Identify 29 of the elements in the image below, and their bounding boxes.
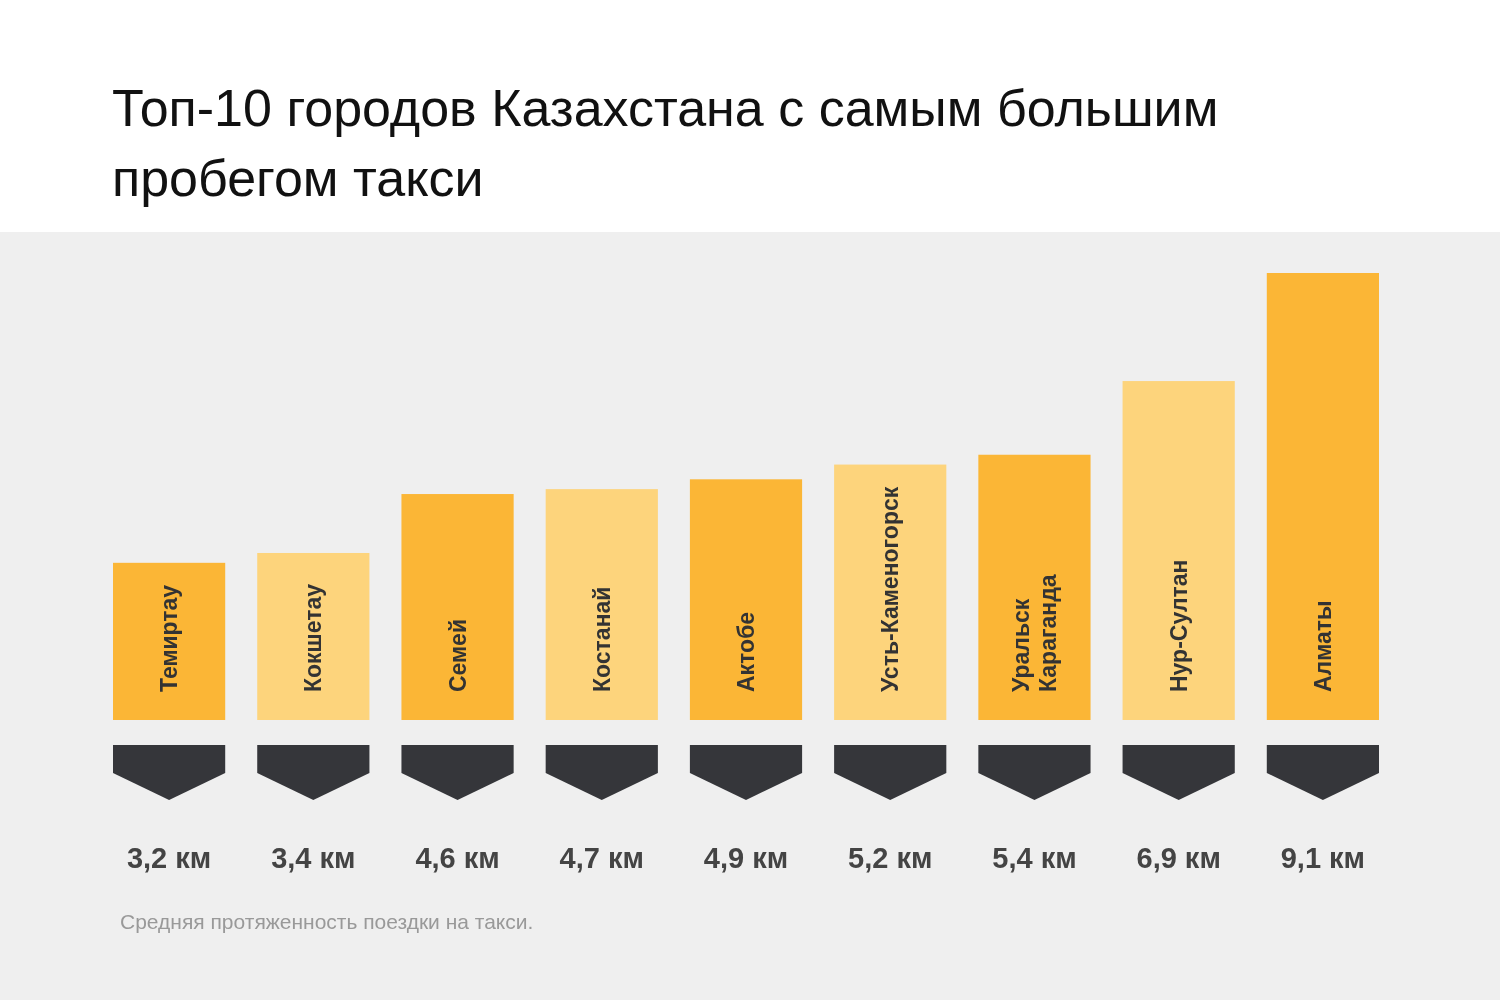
data-label: 4,9 км: [703, 842, 789, 874]
x-tick-label: Алматы: [1309, 600, 1336, 692]
bar: [401, 494, 514, 720]
x-tick-label: Актобе: [733, 611, 759, 692]
bar: [689, 479, 803, 720]
bar: [834, 464, 947, 720]
data-label: 3,4 км: [271, 842, 356, 874]
bar: [1122, 381, 1235, 720]
bar: [978, 454, 1091, 720]
x-tick-label: Уральск Караганда: [1008, 574, 1062, 692]
bar: [113, 562, 226, 720]
data-label: 4,7 км: [559, 842, 644, 874]
x-tick-label: Темиртау: [156, 584, 183, 692]
data-label: 9,1 км: [1280, 842, 1366, 874]
data-label: 4,6 км: [415, 842, 500, 874]
x-tick-label: Нур-Султан: [1165, 559, 1192, 692]
text: Средняя протяженность поездки на такси.: [120, 910, 534, 933]
x-tick-label: Кокшетау: [300, 583, 327, 692]
data-label: 5,2 км: [848, 842, 933, 874]
data-label: 5,4 км: [992, 842, 1077, 874]
bar: [545, 489, 658, 720]
data-label: 6,9 км: [1136, 842, 1221, 874]
data-label: 3,2 км: [126, 842, 212, 874]
x-tick-label: Семей: [444, 618, 471, 692]
bar: [257, 552, 370, 720]
chart-title: Топ-10 городов Казахстана с самым большим пробегом такси: [112, 79, 1219, 207]
x-tick-label: Усть-Каменогорск: [877, 486, 904, 692]
x-tick-label: Костанай: [588, 586, 615, 692]
bar: [1266, 273, 1379, 720]
